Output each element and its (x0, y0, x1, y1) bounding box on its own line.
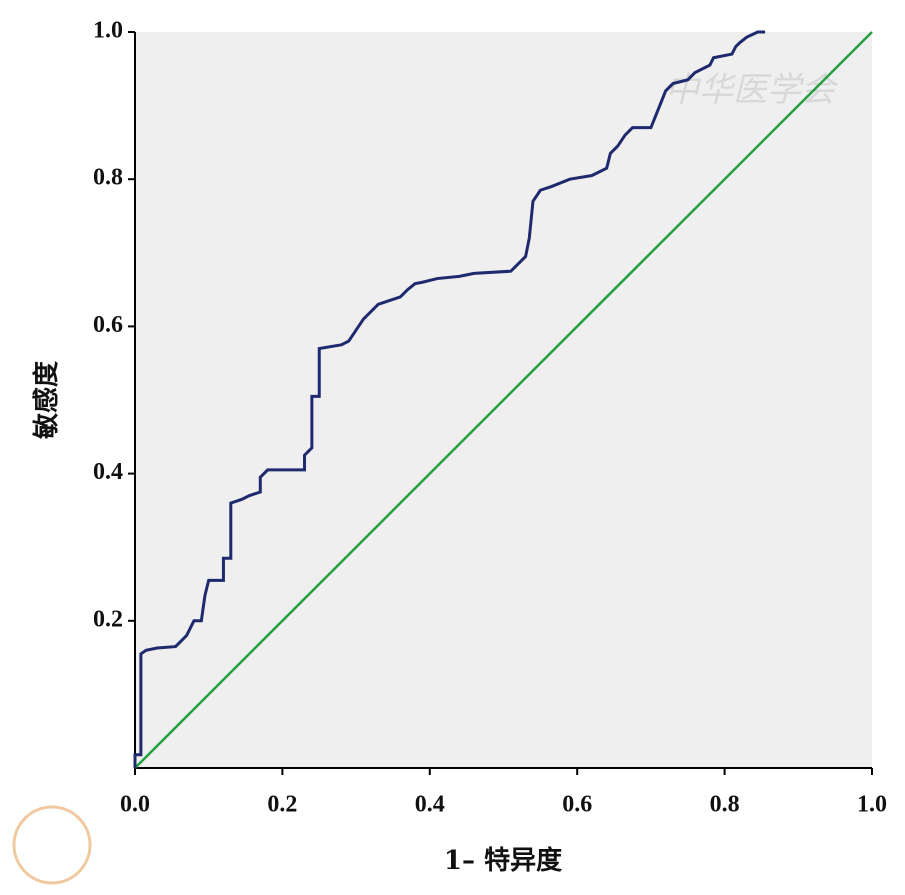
watermark: 中华医学会 (665, 70, 839, 110)
x-tick-label: 1.0 (857, 792, 887, 818)
series-line (134, 31, 873, 769)
y-axis-title: 敏感度 (31, 361, 62, 440)
x-tick-label: 0.0 (120, 792, 150, 818)
x-tick-label: 0.8 (710, 792, 740, 818)
y-tick-label: 0.4 (93, 459, 123, 485)
y-tick-label: 0.2 (93, 606, 123, 632)
x-axis-title: 1– 特异度 (444, 845, 562, 876)
y-tick-label: 0.6 (93, 312, 123, 338)
logo (12, 805, 92, 885)
x-tick-label: 0.4 (415, 792, 445, 818)
series-line (133, 30, 766, 768)
y-tick-label: 0.8 (93, 165, 123, 191)
x-tick-label: 0.2 (267, 792, 297, 818)
x-tick-label: 0.6 (562, 792, 592, 818)
y-tick-label: 1.0 (93, 18, 123, 44)
